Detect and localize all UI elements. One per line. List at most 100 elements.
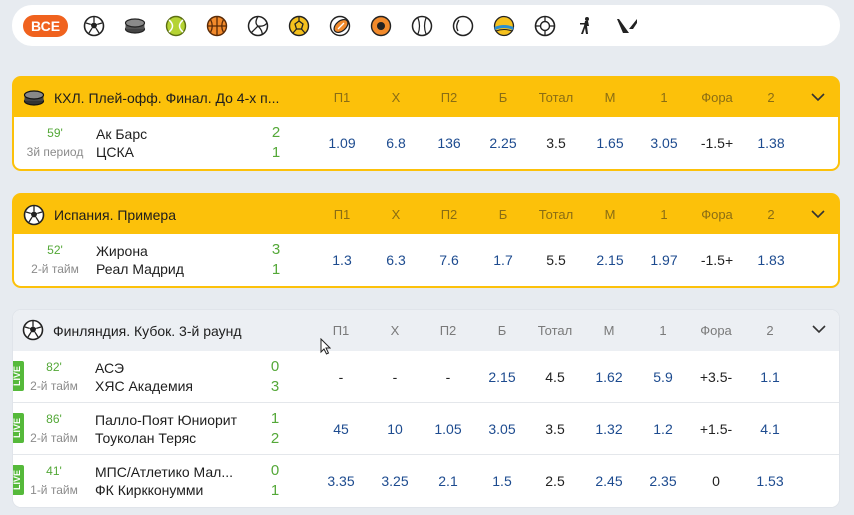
- american-football-icon[interactable]: [325, 11, 355, 41]
- volleyball-icon[interactable]: [243, 11, 273, 41]
- odds-over[interactable]: 3.05: [488, 421, 516, 437]
- soccer-icon[interactable]: [79, 11, 109, 41]
- match-period: 2-й тайм: [31, 262, 79, 276]
- odds-p1[interactable]: 3.35: [327, 473, 355, 489]
- basketball-alt-icon[interactable]: [366, 11, 396, 41]
- team-home[interactable]: Жирона: [96, 243, 148, 259]
- odds-p1[interactable]: 45: [333, 421, 349, 437]
- column-header-x: Х: [390, 323, 400, 338]
- column-header-p2: П2: [439, 323, 457, 338]
- odds-over[interactable]: 2.15: [488, 369, 516, 385]
- odds-p2[interactable]: 136: [437, 135, 461, 151]
- odds-handicap-2[interactable]: 1.53: [756, 473, 784, 489]
- odds-p2[interactable]: 2.1: [438, 473, 458, 489]
- team-away[interactable]: Реал Мадрид: [96, 261, 184, 277]
- league-title: КХЛ. Плей-офф. Финал. До 4-х п...: [54, 89, 280, 106]
- team-home[interactable]: Палло-Поят Юниорит: [95, 412, 238, 428]
- team-away[interactable]: ФК Киркконумми: [95, 482, 204, 498]
- column-header-under: М: [603, 323, 615, 338]
- team-away[interactable]: ХЯС Академия: [95, 378, 193, 394]
- column-header-handicap-2: 2: [766, 323, 774, 338]
- tennis-icon[interactable]: [161, 11, 191, 41]
- odds-under[interactable]: 1.32: [595, 421, 623, 437]
- match-row[interactable]: LIVE 41' 1-й тайм МПС/Атлетико Мал... ФК…: [13, 455, 839, 507]
- league-header[interactable]: Испания. Примера П1 Х П2 Б Тотал М 1 Фор…: [14, 195, 838, 234]
- futsal-icon[interactable]: [530, 11, 560, 41]
- soccer-icon: [23, 204, 45, 226]
- chevron-down-icon[interactable]: [811, 323, 827, 335]
- score-home: 0: [270, 462, 280, 479]
- soccer-icon: [22, 319, 44, 341]
- odds-handicap-1[interactable]: 5.9: [653, 369, 673, 385]
- odds-handicap-1[interactable]: 2.35: [649, 473, 677, 489]
- odds-p2[interactable]: 7.6: [439, 252, 459, 268]
- odds-handicap-2[interactable]: 1.1: [760, 369, 780, 385]
- odds-p1[interactable]: 1.09: [328, 135, 356, 151]
- valorant-icon[interactable]: [612, 11, 642, 41]
- odds-handicap-1[interactable]: 3.05: [650, 135, 678, 151]
- team-away[interactable]: ЦСКА: [96, 144, 134, 160]
- odds-x[interactable]: 10: [387, 421, 403, 437]
- odds-p1: -: [338, 369, 344, 385]
- odds-under[interactable]: 2.15: [596, 252, 624, 268]
- column-header-total: Тотал: [538, 90, 574, 105]
- team-home[interactable]: АСЭ: [95, 360, 125, 376]
- column-header-p2: П2: [440, 90, 458, 105]
- odds-handicap-2[interactable]: 1.83: [757, 252, 785, 268]
- team-home[interactable]: МПС/Атлетико Мал...: [95, 464, 233, 480]
- match-minute: 52': [47, 243, 63, 257]
- column-header-handicap-1: 1: [659, 323, 667, 338]
- odds-handicap-2[interactable]: 4.1: [760, 421, 780, 437]
- counter-strike-icon[interactable]: [571, 11, 601, 41]
- match-row[interactable]: 52' 2-й тайм Жирона Реал Мадрид 3 1 1.3 …: [14, 234, 838, 286]
- hockey-puck-icon[interactable]: [120, 11, 150, 41]
- odds-handicap-2[interactable]: 1.38: [757, 135, 785, 151]
- score-away: 2: [270, 430, 280, 447]
- chevron-down-icon[interactable]: [810, 91, 826, 103]
- column-header-handicap: Фора: [701, 90, 733, 105]
- odds-over[interactable]: 1.7: [493, 252, 513, 268]
- column-header-total: Тотал: [538, 207, 574, 222]
- match-minute: 82': [46, 360, 62, 374]
- odds-over[interactable]: 2.25: [489, 135, 517, 151]
- match-period: 1-й тайм: [30, 483, 78, 497]
- match-period: 2-й тайм: [30, 379, 78, 393]
- match-row[interactable]: 59' 3й период Ак Барс ЦСКА 2 1 1.09 6.8 …: [14, 117, 838, 169]
- handball-icon[interactable]: [284, 11, 314, 41]
- match-row[interactable]: LIVE 82' 2-й тайм АСЭ ХЯС Академия 0 3 -…: [13, 351, 839, 403]
- odds-under[interactable]: 1.62: [595, 369, 623, 385]
- match-minute: 41': [46, 464, 62, 478]
- basketball-icon[interactable]: [202, 11, 232, 41]
- all-sports-button[interactable]: ВСЕ: [23, 14, 69, 37]
- total-value: 4.5: [545, 369, 565, 385]
- match-row[interactable]: LIVE 86' 2-й тайм Палло-Поят Юниорит Тоу…: [13, 403, 839, 455]
- score-home: 3: [271, 241, 281, 258]
- league-header[interactable]: Финляндия. Кубок. 3-й раунд П1 Х П2 Б То…: [13, 310, 839, 351]
- league-header[interactable]: КХЛ. Плей-офф. Финал. До 4-х п... П1 Х П…: [14, 78, 838, 117]
- team-away[interactable]: Тоуколан Теряс: [95, 430, 197, 446]
- odds-x: -: [392, 369, 398, 385]
- odds-x[interactable]: 6.3: [386, 252, 406, 268]
- team-home[interactable]: Ак Барс: [96, 126, 148, 142]
- odds-handicap-1[interactable]: 1.2: [653, 421, 673, 437]
- beach-volleyball-icon[interactable]: [489, 11, 519, 41]
- column-header-under: М: [604, 90, 616, 105]
- chevron-down-icon[interactable]: [810, 208, 826, 220]
- odds-p1[interactable]: 1.3: [332, 252, 352, 268]
- handicap-value: +1.5-: [699, 421, 733, 437]
- baseball-icon[interactable]: [407, 11, 437, 41]
- total-value: 3.5: [545, 421, 565, 437]
- odds-x[interactable]: 3.25: [381, 473, 409, 489]
- odds-under[interactable]: 1.65: [596, 135, 624, 151]
- odds-under[interactable]: 2.45: [595, 473, 623, 489]
- odds-p2[interactable]: 1.05: [434, 421, 462, 437]
- score-away: 3: [270, 378, 280, 395]
- handicap-value: +3.5-: [699, 369, 733, 385]
- column-header-p1: П1: [333, 207, 351, 222]
- odds-handicap-1[interactable]: 1.97: [650, 252, 678, 268]
- table-tennis-icon[interactable]: [448, 11, 478, 41]
- column-header-x: Х: [391, 207, 401, 222]
- match-period: 3й период: [26, 145, 84, 159]
- odds-over[interactable]: 1.5: [492, 473, 512, 489]
- odds-x[interactable]: 6.8: [386, 135, 406, 151]
